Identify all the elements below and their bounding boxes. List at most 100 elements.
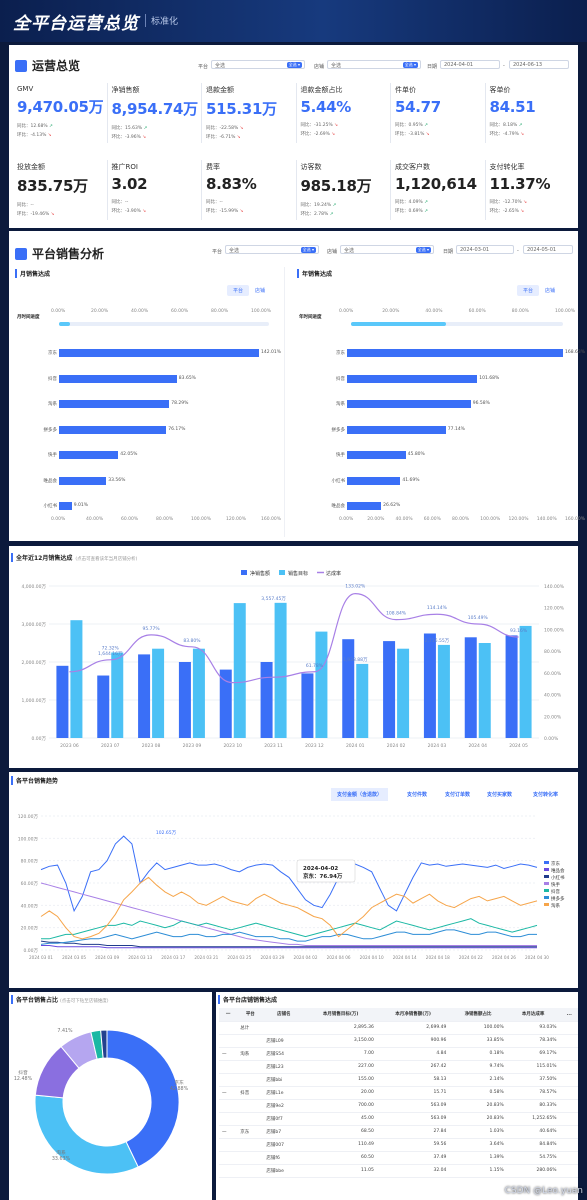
- kpi-card[interactable]: GMV 9,470.05万 同比：12.68% ↗ 环比：-4.13% ↘: [17, 83, 114, 143]
- kpi-label: 费率: [206, 163, 220, 171]
- table-cell: 2.14%: [449, 1073, 507, 1087]
- sales-date-end[interactable]: 2024-05-01: [523, 245, 573, 254]
- sales-shop-select[interactable]: 全选 全选 ▾: [340, 245, 434, 254]
- axis-tick: 160.00%: [565, 517, 586, 522]
- kpi-card[interactable]: 件单价 54.77 同比：0.95% ↗ 环比：-3.81% ↘: [395, 83, 492, 143]
- kpi-card[interactable]: 成交客户数 1,120,614 同比：4.09% ↗ 环比：0.69% ↗: [395, 160, 492, 220]
- sales-date-start[interactable]: 2024-03-01: [456, 245, 514, 254]
- table-header-cell[interactable]: ...: [559, 1008, 578, 1022]
- trend-tab[interactable]: 支付件数: [407, 792, 428, 798]
- kpi-card[interactable]: 退款金额占比 5.44% 同比：-31.25% ↘ 环比：-2.69% ↘: [301, 83, 398, 143]
- table-cell: [559, 1164, 578, 1178]
- kpi-card[interactable]: 访客数 985.18万 同比：19.24% ↗ 环比：2.78% ↗: [301, 160, 398, 220]
- bar-value: 45.80%: [407, 452, 425, 457]
- yearly-tab-platform[interactable]: 平台: [517, 285, 540, 296]
- trend-tab[interactable]: 支付转化率: [533, 792, 559, 798]
- arrow-down-icon: ↘: [50, 212, 55, 217]
- table-cell: 9.74%: [449, 1060, 507, 1074]
- arrow-down-icon: ↘: [239, 126, 244, 131]
- bar-net: [260, 662, 273, 738]
- kpi-card[interactable]: 推广ROI 3.02 同比：-- 环比：-3.90% ↘: [112, 160, 209, 220]
- date-start[interactable]: 2024-04-01: [440, 60, 500, 69]
- kpi-card[interactable]: 费率 8.83% 同比：-- 环比：-15.99% ↘: [206, 160, 303, 220]
- date-end[interactable]: 2024-06-13: [509, 60, 569, 69]
- table-row[interactable]: 店铺007 110.49 59.56 3.64% 84.84%: [219, 1138, 578, 1152]
- axis-tick: 60.00%: [121, 517, 139, 522]
- y2-tick: 100.00%: [544, 627, 565, 633]
- bar-target: [397, 648, 410, 738]
- axis-tick: 20.00%: [382, 309, 400, 314]
- table-row[interactable]: 总计 2,895.36 2,699.49 100.00% 93.03%: [219, 1021, 578, 1035]
- table-cell: [237, 1073, 264, 1087]
- table-header-cell[interactable]: 本月净销售额(万): [376, 1008, 450, 1022]
- kpi-card[interactable]: 客单价 84.51 同比：8.18% ↗ 环比：-4.79% ↘: [490, 83, 587, 143]
- arrow-down-icon: ↘: [520, 209, 525, 214]
- rate-line: [69, 592, 519, 684]
- table-row[interactable]: 店铺f6 60.50 37.49 1.39% 54.75%: [219, 1151, 578, 1165]
- monthly-progress-slider[interactable]: [59, 322, 269, 326]
- table-row[interactable]: 一京东 店铺b7 68.50 27.84 1.03% 40.64%: [219, 1125, 578, 1139]
- table-header-cell[interactable]: 净销售额占比: [449, 1008, 507, 1022]
- axis-tick: 120.00%: [226, 517, 247, 522]
- kpi-value: 8.83%: [206, 175, 257, 193]
- table-row[interactable]: 一淘系 店铺S54 7.00 4.84 0.18% 69.17%: [219, 1047, 578, 1061]
- table-cell: [219, 1060, 238, 1074]
- trend-chart[interactable]: 0.00万 20.00万 40.00万 60.00万 80.00万 100.00万 120.…: [9, 772, 578, 988]
- table-row[interactable]: 店铺bbe 11.05 32.04 1.15% 280.06%: [219, 1164, 578, 1178]
- table-cell: 267.42: [376, 1060, 450, 1074]
- table-cell: [559, 1138, 578, 1152]
- table-cell: [559, 1112, 578, 1126]
- page-dots[interactable]: [553, 32, 577, 42]
- sales-platform-select[interactable]: 全选 全选 ▾: [225, 245, 319, 254]
- monthly-tab-platform[interactable]: 平台: [227, 285, 250, 296]
- table-cell: 3,150.00: [304, 1034, 377, 1048]
- table-cell: [237, 1151, 264, 1165]
- yearly-progress-label: 年时间进度: [299, 315, 322, 320]
- table-header-cell[interactable]: 店铺名: [263, 1008, 305, 1022]
- table-row[interactable]: 店铺bbi 155.00 58.13 2.14% 37.50%: [219, 1073, 578, 1087]
- kpi-card[interactable]: 净销售额 8,954.74万 同比：15.63% ↗ 环比：-3.96% ↘: [112, 83, 209, 143]
- table-row[interactable]: 店铺L23 227.00 267.42 9.74% 115.01%: [219, 1060, 578, 1074]
- table-cell: [559, 1060, 578, 1074]
- x-tick: 2024 01: [346, 743, 365, 749]
- kpi-card[interactable]: 投放金额 835.75万 同比：-- 环比：-19.46% ↘: [17, 160, 114, 220]
- trend-tab[interactable]: 支付订单数: [445, 792, 471, 798]
- bar-label: 抖音: [48, 376, 57, 382]
- x-tick: 2024 03 05: [62, 955, 86, 960]
- yearly-progress-slider[interactable]: [351, 322, 563, 326]
- table-header-cell[interactable]: 平台: [237, 1008, 264, 1022]
- y2-tick: 80.00%: [544, 649, 562, 655]
- trend-tab[interactable]: 支付金额（含退款）: [331, 788, 389, 801]
- table-cell: 563.09: [376, 1099, 450, 1113]
- platform-select[interactable]: 全选 全选 ▾: [211, 60, 305, 69]
- x-tick: 2024 04 02: [294, 955, 318, 960]
- table-header-cell[interactable]: 本月销售目标(万): [304, 1008, 377, 1022]
- arrow-up-icon: ↗: [143, 126, 148, 131]
- kpi-card[interactable]: 退款金额 515.31万 同比：-22.58% ↘ 环比：-6.71% ↘: [206, 83, 303, 143]
- table-row[interactable]: 店铺9e2 700.00 563.09 20.83% 80.33%: [219, 1099, 578, 1113]
- kpi-card[interactable]: 支付转化率 11.37% 同比：-12.70% ↘ 环比：-2.65% ↘: [490, 160, 587, 220]
- legend-swatch: [544, 903, 549, 906]
- trend-tab[interactable]: 支付买家数: [487, 792, 513, 798]
- table-row[interactable]: 店铺L09 3,150.00 900.96 33.85% 78.34%: [219, 1034, 578, 1048]
- yearly-tab-shop[interactable]: 店铺: [545, 288, 556, 294]
- table-header-cell[interactable]: 本月达成率: [506, 1008, 560, 1022]
- bar-target: [111, 652, 124, 738]
- table-header-cell[interactable]: 一: [219, 1008, 238, 1022]
- annual-chart[interactable]: 净销售额 销售目标 达成率 0.00万 1,000.00万 2,000.00万 3,000.…: [9, 546, 578, 768]
- table-row[interactable]: 一抖音 店铺L1e 20.00 15.71 0.58% 78.57%: [219, 1086, 578, 1100]
- axis-tick: 0.00%: [51, 517, 66, 522]
- arrow-up-icon: ↗: [332, 203, 337, 208]
- bar-label: 快手: [48, 453, 57, 458]
- monthly-progress-label: 月时间进度: [17, 315, 40, 320]
- kpi-label: 投放金额: [17, 163, 45, 171]
- axis-tick: 0.00%: [51, 309, 66, 314]
- table-row[interactable]: 店铺0f7 45.00 563.09 20.83% 1,252.65%: [219, 1112, 578, 1126]
- y-tick: 3,000.00万: [21, 622, 46, 628]
- table-cell: 0.58%: [449, 1086, 507, 1100]
- monthly-tab-shop[interactable]: 店铺: [255, 288, 266, 294]
- bar-label: 唯品会: [331, 504, 346, 509]
- bar: [347, 349, 563, 357]
- shop-select[interactable]: 全选 全选 ▾: [327, 60, 421, 69]
